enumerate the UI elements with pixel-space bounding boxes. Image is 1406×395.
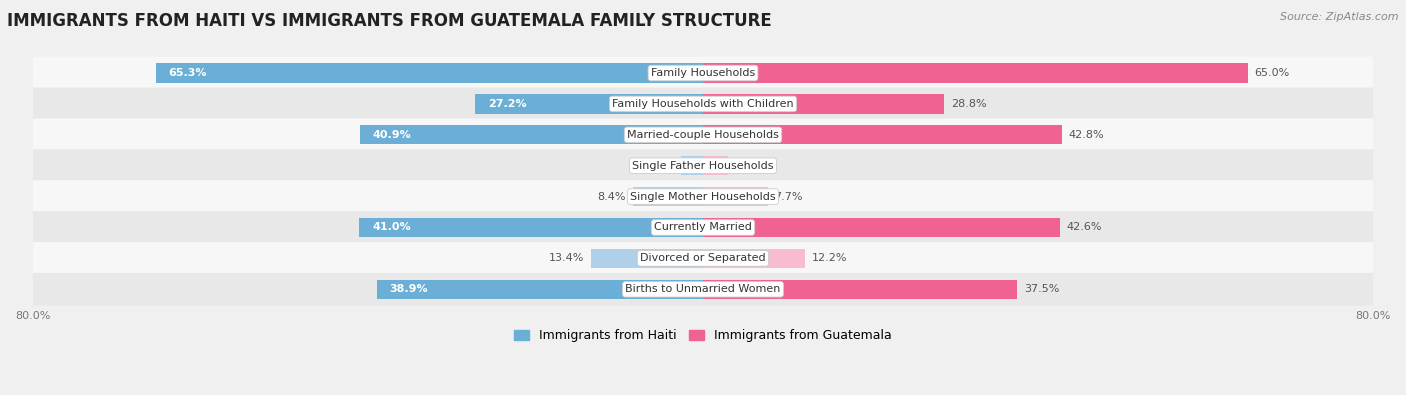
Text: Family Households with Children: Family Households with Children <box>612 99 794 109</box>
FancyBboxPatch shape <box>31 56 1375 89</box>
Text: Single Mother Households: Single Mother Households <box>630 192 776 201</box>
FancyBboxPatch shape <box>31 242 1375 275</box>
Text: IMMIGRANTS FROM HAITI VS IMMIGRANTS FROM GUATEMALA FAMILY STRUCTURE: IMMIGRANTS FROM HAITI VS IMMIGRANTS FROM… <box>7 12 772 30</box>
Bar <box>703 218 1060 237</box>
Text: Currently Married: Currently Married <box>654 222 752 233</box>
Text: 28.8%: 28.8% <box>950 99 987 109</box>
Bar <box>633 187 703 206</box>
Text: Births to Unmarried Women: Births to Unmarried Women <box>626 284 780 294</box>
Text: 8.4%: 8.4% <box>598 192 626 201</box>
Bar <box>703 156 728 175</box>
Text: 7.7%: 7.7% <box>775 192 803 201</box>
Text: Married-couple Households: Married-couple Households <box>627 130 779 140</box>
Text: Source: ZipAtlas.com: Source: ZipAtlas.com <box>1281 12 1399 22</box>
Text: 42.8%: 42.8% <box>1069 130 1104 140</box>
Text: 27.2%: 27.2% <box>488 99 526 109</box>
Bar <box>703 280 1017 299</box>
FancyBboxPatch shape <box>31 149 1375 182</box>
Text: 3.0%: 3.0% <box>735 161 763 171</box>
Bar <box>703 187 768 206</box>
Text: 41.0%: 41.0% <box>373 222 411 233</box>
Text: 2.6%: 2.6% <box>647 161 675 171</box>
Text: Single Father Households: Single Father Households <box>633 161 773 171</box>
Text: 13.4%: 13.4% <box>548 253 583 263</box>
Text: 65.3%: 65.3% <box>169 68 207 78</box>
Text: 12.2%: 12.2% <box>811 253 848 263</box>
FancyBboxPatch shape <box>31 118 1375 151</box>
Bar <box>377 280 703 299</box>
Text: 65.0%: 65.0% <box>1254 68 1289 78</box>
FancyBboxPatch shape <box>31 211 1375 244</box>
Text: 40.9%: 40.9% <box>373 130 412 140</box>
FancyBboxPatch shape <box>31 273 1375 306</box>
Text: Family Households: Family Households <box>651 68 755 78</box>
Bar <box>703 249 806 268</box>
Bar <box>703 125 1062 145</box>
Bar <box>703 64 1247 83</box>
Text: 38.9%: 38.9% <box>389 284 429 294</box>
Legend: Immigrants from Haiti, Immigrants from Guatemala: Immigrants from Haiti, Immigrants from G… <box>509 324 897 347</box>
Text: Divorced or Separated: Divorced or Separated <box>640 253 766 263</box>
Bar <box>475 94 703 113</box>
Text: 37.5%: 37.5% <box>1024 284 1059 294</box>
Bar <box>682 156 703 175</box>
Bar <box>156 64 703 83</box>
Text: 42.6%: 42.6% <box>1067 222 1102 233</box>
Bar <box>591 249 703 268</box>
Bar <box>360 125 703 145</box>
FancyBboxPatch shape <box>31 180 1375 213</box>
Bar <box>360 218 703 237</box>
Bar <box>703 94 945 113</box>
FancyBboxPatch shape <box>31 88 1375 120</box>
